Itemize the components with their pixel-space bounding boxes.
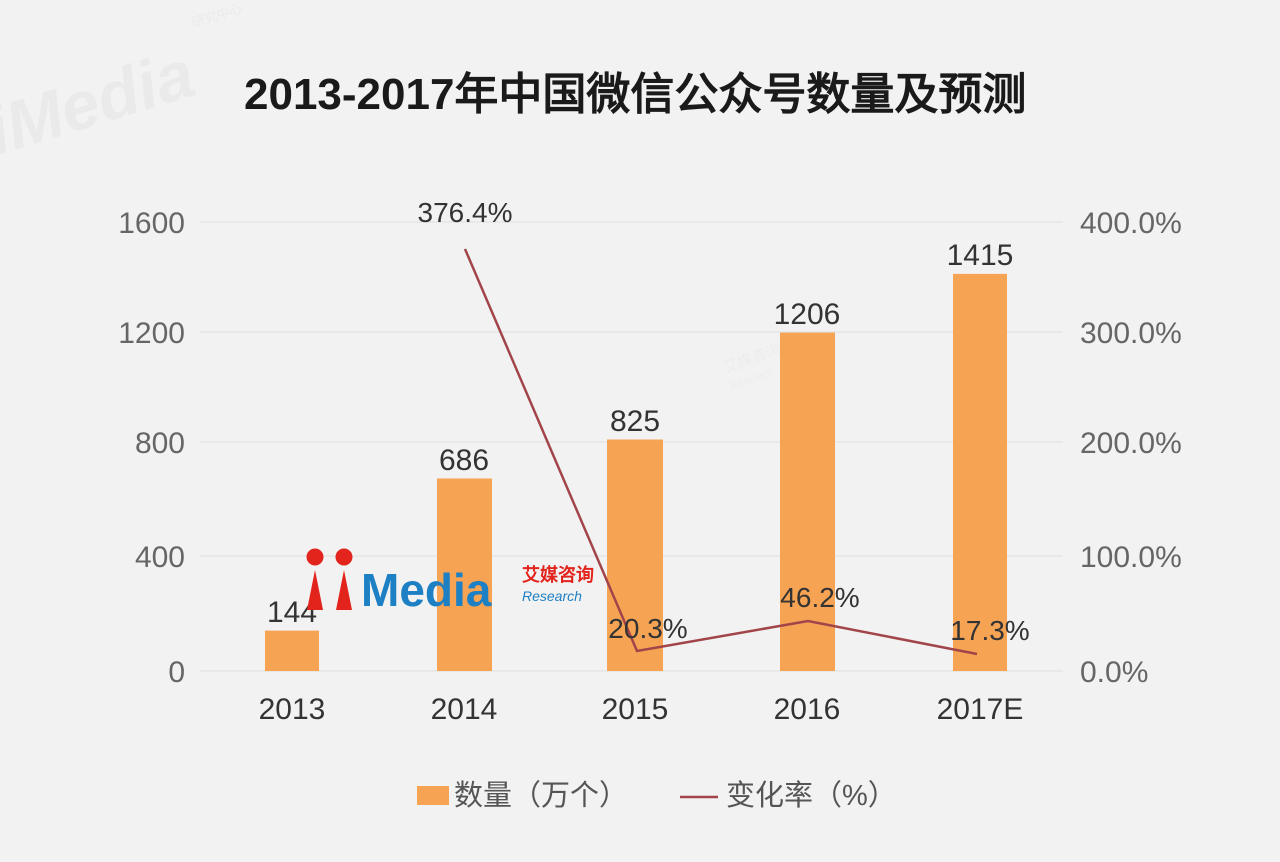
svg-text:1200: 1200 [118,317,185,350]
svg-text:200.0%: 200.0% [1080,427,1182,460]
svg-text:2015: 2015 [602,693,669,726]
svg-text:艾媒咨询: 艾媒咨询 [522,564,594,585]
svg-text:400.0%: 400.0% [1080,207,1182,240]
svg-text:2014: 2014 [431,693,498,726]
svg-text:Research: Research [522,588,582,604]
svg-text:17.3%: 17.3% [950,615,1029,646]
svg-text:376.4%: 376.4% [418,197,513,228]
svg-text:2017E: 2017E [937,693,1024,726]
svg-text:1600: 1600 [118,207,185,240]
svg-text:变化率（%）: 变化率（%） [726,779,897,812]
svg-text:2016: 2016 [774,693,841,726]
svg-text:Media: Media [361,564,492,616]
svg-text:1415: 1415 [947,239,1014,272]
svg-text:2013: 2013 [259,693,326,726]
svg-text:数量（万个）: 数量（万个） [454,779,628,812]
svg-text:800: 800 [135,427,185,460]
svg-text:1206: 1206 [774,298,841,331]
svg-text:400: 400 [135,541,185,574]
svg-text:300.0%: 300.0% [1080,317,1182,350]
svg-text:100.0%: 100.0% [1080,541,1182,574]
svg-text:686: 686 [439,444,489,477]
svg-text:825: 825 [610,405,660,438]
svg-text:0: 0 [168,656,185,689]
svg-text:46.2%: 46.2% [780,582,859,613]
svg-text:0.0%: 0.0% [1080,656,1148,689]
